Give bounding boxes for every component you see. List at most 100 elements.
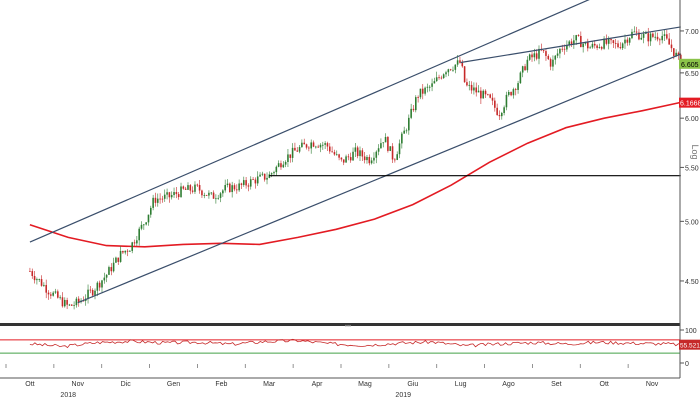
candle-body [335, 154, 338, 156]
channel-lower-line [77, 53, 682, 304]
candle-body [642, 33, 645, 38]
candle-body [589, 47, 591, 49]
channel-upper-top-line [460, 26, 681, 64]
candle-body [498, 115, 501, 117]
candle-body [449, 69, 452, 71]
candle-body [163, 194, 166, 199]
candle-body [417, 97, 419, 98]
candle-body [363, 156, 366, 161]
candle-body [89, 289, 92, 291]
candle-body [440, 77, 443, 79]
candle-body [487, 94, 489, 96]
candle-body [570, 41, 573, 45]
candle-body [256, 176, 259, 184]
candle-body [514, 89, 517, 90]
candle-body [501, 112, 503, 117]
candle-body [289, 154, 292, 158]
candle-body [656, 36, 659, 40]
candle-body [461, 62, 464, 67]
candle-body [275, 166, 278, 173]
candle-body [370, 160, 373, 164]
candle-body [528, 54, 531, 60]
candle-body [150, 207, 152, 215]
rsi-value-badge [679, 339, 700, 350]
candle-body [345, 156, 347, 163]
candle-body [38, 279, 41, 280]
candle-body [531, 54, 533, 58]
candle-body [617, 43, 619, 48]
candle-body [117, 257, 120, 262]
candle-body [122, 250, 124, 253]
candle-body [36, 279, 38, 281]
candle-body [605, 38, 608, 44]
candle-body [373, 157, 375, 161]
rsi-tick-label: 100 [685, 328, 697, 335]
candle-body [52, 292, 54, 296]
candle-body [577, 35, 580, 36]
candle-body [510, 92, 512, 96]
candle-body [421, 88, 424, 94]
candle-body [545, 51, 547, 56]
ma-value-label: 6.1668 [680, 101, 700, 108]
candle-body [63, 299, 66, 307]
rsi-tick-label: 0 [685, 361, 689, 368]
candle-body [435, 77, 438, 82]
candle-body [317, 146, 319, 148]
candle-body [521, 66, 524, 73]
candle-body [205, 194, 208, 196]
channel-upper-line [29, 0, 590, 243]
candle-body [619, 47, 622, 49]
candle-body [324, 143, 326, 145]
candle-body [91, 290, 94, 296]
candle-body [254, 179, 257, 184]
month-label: Giu [407, 381, 418, 388]
candle-body [359, 150, 361, 157]
candle-body [442, 74, 445, 79]
candle-body [654, 36, 657, 38]
candle-body [484, 90, 487, 95]
candle-body [368, 156, 371, 164]
candle-body [494, 100, 496, 108]
candle-body [573, 40, 575, 45]
candle-body [182, 186, 185, 189]
candle-body [603, 38, 605, 49]
candle-body [489, 94, 491, 98]
candle-body [240, 183, 243, 185]
candle-body [375, 151, 378, 158]
candle-body [554, 55, 557, 60]
candle-body [614, 43, 617, 44]
trendlines-layer [29, 0, 682, 304]
month-label: Mar [263, 381, 276, 388]
candle-body [284, 161, 287, 165]
candle-body [112, 262, 115, 272]
candle-body [389, 146, 392, 151]
candle-body [519, 72, 522, 84]
candle-body [154, 197, 157, 203]
candle-body [587, 42, 589, 49]
candle-body [512, 89, 515, 96]
candle-body [168, 192, 171, 198]
candle-body [136, 240, 138, 244]
candle-body [382, 142, 385, 144]
candle-body [233, 185, 236, 190]
candle-body [398, 143, 401, 155]
month-label: Gen [167, 381, 180, 388]
candle-body [349, 157, 352, 161]
candle-body [231, 185, 233, 193]
candle-body [156, 198, 159, 203]
candle-body [447, 69, 450, 73]
candle-body [677, 52, 680, 55]
moving-average-line [29, 101, 681, 248]
candle-body [638, 32, 640, 40]
candle-body [459, 60, 461, 63]
candle-body [561, 48, 564, 50]
candle-body [470, 84, 473, 91]
candle-body [115, 257, 117, 263]
candle-body [412, 108, 415, 111]
candle-body [140, 224, 143, 229]
candle-body [119, 250, 122, 262]
candle-body [482, 90, 485, 99]
candle-body [236, 189, 238, 191]
candle-body [291, 147, 294, 158]
